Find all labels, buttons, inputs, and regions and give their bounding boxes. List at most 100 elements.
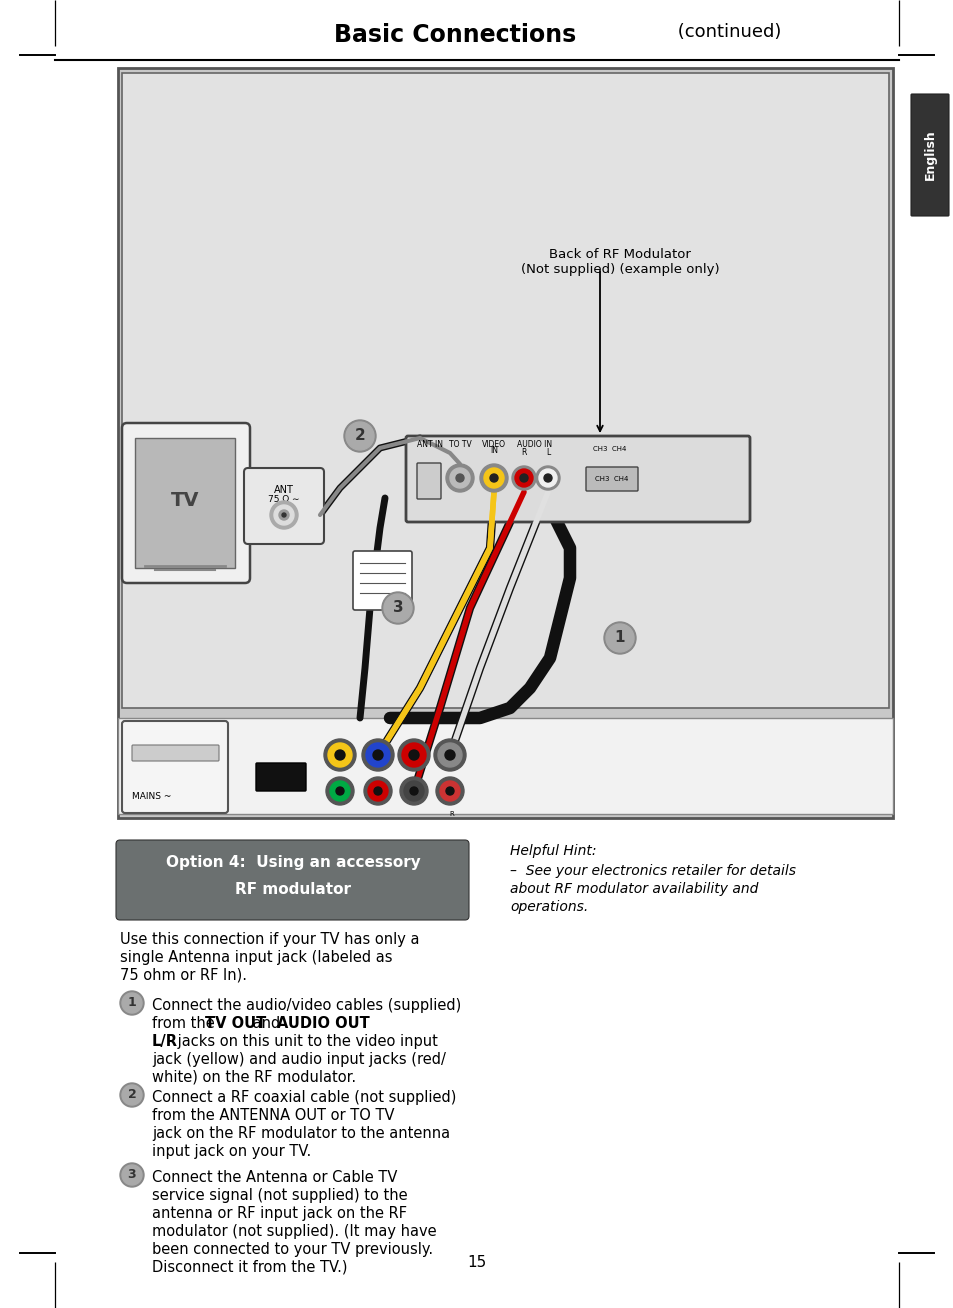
Circle shape [512, 466, 536, 490]
Text: R: R [520, 449, 526, 456]
Text: been connected to your TV previously.: been connected to your TV previously. [152, 1243, 433, 1257]
Text: CH3  CH4: CH3 CH4 [593, 446, 626, 453]
Circle shape [120, 1083, 144, 1107]
Text: –  See your electronics retailer for details: – See your electronics retailer for deta… [510, 865, 795, 878]
Text: 2: 2 [355, 429, 365, 443]
Bar [135, 438, 234, 568]
FancyBboxPatch shape [406, 436, 749, 522]
Text: input jack on your TV.: input jack on your TV. [152, 1144, 311, 1159]
Text: about RF modulator availability and: about RF modulator availability and [510, 882, 758, 896]
Bar [122, 73, 888, 708]
FancyBboxPatch shape [122, 422, 250, 583]
Bar [118, 718, 892, 814]
Text: jack on the RF modulator to the antenna: jack on the RF modulator to the antenna [152, 1126, 450, 1141]
Circle shape [543, 473, 552, 483]
Text: white) on the RF modulator.: white) on the RF modulator. [152, 1070, 355, 1086]
Circle shape [122, 1165, 142, 1185]
Circle shape [434, 739, 465, 770]
Circle shape [330, 781, 350, 800]
Circle shape [368, 781, 388, 800]
Text: RF modulator: RF modulator [234, 883, 351, 897]
Text: R: R [449, 811, 454, 818]
Circle shape [536, 466, 559, 490]
Circle shape [122, 993, 142, 1012]
FancyBboxPatch shape [910, 94, 948, 216]
Circle shape [605, 624, 634, 651]
Text: 2: 2 [128, 1088, 136, 1101]
Text: Back of RF Modulator: Back of RF Modulator [549, 249, 690, 262]
FancyBboxPatch shape [244, 468, 324, 544]
Bar [118, 68, 892, 817]
Circle shape [401, 743, 426, 766]
Text: MAINS ~: MAINS ~ [132, 793, 172, 800]
Circle shape [374, 787, 381, 795]
Text: ANT: ANT [274, 485, 294, 494]
Circle shape [381, 593, 414, 624]
Text: ANT IN: ANT IN [416, 439, 442, 449]
Text: antenna or RF input jack on the RF: antenna or RF input jack on the RF [152, 1206, 407, 1220]
Text: IN: IN [490, 446, 497, 455]
Text: (Not supplied) (example only): (Not supplied) (example only) [520, 263, 719, 276]
Text: 75 ohm or RF In).: 75 ohm or RF In). [120, 968, 247, 984]
Circle shape [410, 787, 417, 795]
Text: from the ANTENNA OUT or TO TV: from the ANTENNA OUT or TO TV [152, 1108, 395, 1124]
Circle shape [282, 513, 286, 517]
Circle shape [436, 777, 463, 804]
Circle shape [274, 505, 294, 525]
Text: service signal (not supplied) to the: service signal (not supplied) to the [152, 1188, 407, 1203]
Circle shape [326, 777, 354, 804]
Circle shape [399, 777, 428, 804]
Text: Basic Connections: Basic Connections [334, 24, 576, 47]
Text: AUDIO OUT: AUDIO OUT [277, 1016, 370, 1031]
Circle shape [515, 470, 533, 487]
Text: 3: 3 [393, 600, 403, 616]
Circle shape [384, 594, 412, 623]
Text: from the: from the [152, 1016, 219, 1031]
Circle shape [403, 781, 423, 800]
FancyBboxPatch shape [122, 721, 228, 814]
Text: Connect the Antenna or Cable TV: Connect the Antenna or Cable TV [152, 1169, 397, 1185]
Text: modulator (not supplied). (It may have: modulator (not supplied). (It may have [152, 1224, 436, 1239]
Text: VIDEO: VIDEO [481, 439, 505, 449]
Circle shape [603, 623, 636, 654]
FancyBboxPatch shape [416, 463, 440, 498]
Text: Connect a RF coaxial cable (not supplied): Connect a RF coaxial cable (not supplied… [152, 1090, 456, 1105]
Circle shape [444, 749, 455, 760]
FancyBboxPatch shape [132, 746, 219, 761]
Circle shape [346, 422, 374, 450]
Circle shape [490, 473, 497, 483]
Text: L: L [545, 449, 550, 456]
Text: English: English [923, 129, 936, 181]
Circle shape [538, 470, 557, 487]
Circle shape [479, 464, 507, 492]
Circle shape [409, 749, 418, 760]
Circle shape [120, 991, 144, 1015]
Text: Disconnect it from the TV.): Disconnect it from the TV.) [152, 1260, 347, 1275]
Circle shape [446, 464, 474, 492]
Text: and: and [248, 1016, 284, 1031]
Text: Helpful Hint:: Helpful Hint: [510, 844, 596, 858]
Circle shape [278, 510, 289, 521]
Circle shape [437, 743, 461, 766]
Circle shape [450, 468, 470, 488]
Circle shape [456, 473, 463, 483]
Circle shape [270, 501, 297, 528]
Text: (continued): (continued) [671, 24, 781, 41]
Circle shape [324, 739, 355, 770]
Text: AUDIO IN: AUDIO IN [517, 439, 552, 449]
Text: Use this connection if your TV has only a: Use this connection if your TV has only … [120, 933, 419, 947]
Text: 1: 1 [614, 630, 624, 646]
Text: Connect the audio/video cables (supplied): Connect the audio/video cables (supplied… [152, 998, 460, 1012]
Circle shape [397, 739, 430, 770]
Text: L/R: L/R [152, 1035, 178, 1049]
Text: operations.: operations. [510, 900, 588, 914]
Circle shape [364, 777, 392, 804]
Circle shape [373, 749, 382, 760]
Text: 75 Ω ∼: 75 Ω ∼ [268, 494, 299, 504]
FancyBboxPatch shape [116, 840, 469, 920]
Text: 15: 15 [467, 1254, 486, 1270]
Text: 1: 1 [128, 997, 136, 1010]
Circle shape [335, 749, 345, 760]
FancyBboxPatch shape [353, 551, 412, 610]
Circle shape [361, 739, 394, 770]
